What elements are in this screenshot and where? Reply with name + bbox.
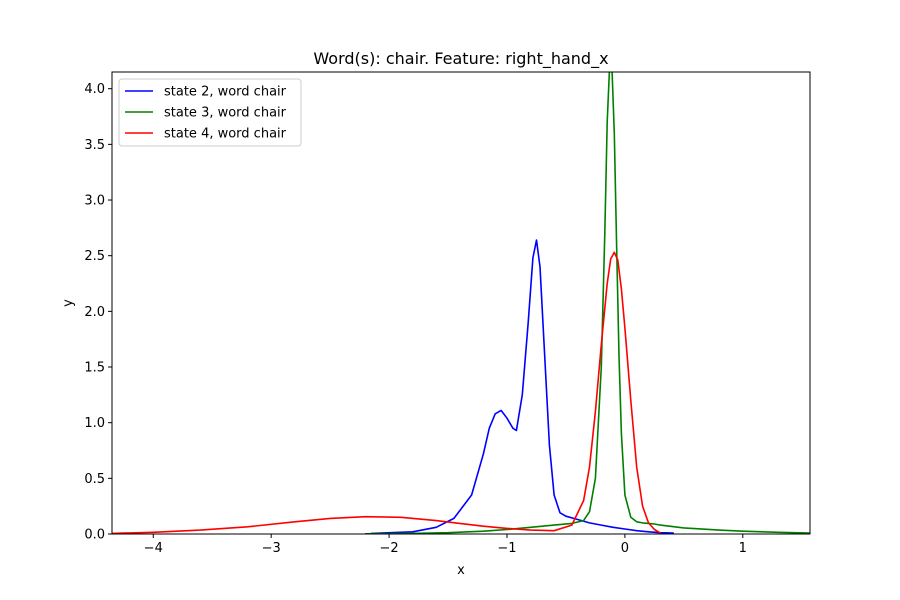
y-tick-label: 1.5: [84, 361, 105, 376]
legend-label: state 4, word chair: [164, 127, 287, 142]
y-tick-label: 3.5: [84, 138, 105, 153]
series-line: [112, 251, 662, 534]
x-tick-label: −2: [379, 541, 398, 556]
chart-title: Word(s): chair. Feature: right_hand_x: [313, 49, 608, 69]
y-tick-label: 2.5: [84, 249, 105, 264]
x-axis: −4 −3 −2 −1 0 1: [144, 534, 747, 556]
series-layer: [112, 72, 810, 534]
x-tick-label: 0: [621, 541, 629, 556]
x-tick-label: −1: [497, 541, 516, 556]
x-tick-label: −4: [144, 541, 163, 556]
legend-label: state 2, word chair: [164, 85, 287, 100]
y-axis-label: y: [61, 299, 76, 307]
y-tick-label: 3.0: [84, 194, 105, 209]
legend-box: [118, 78, 302, 147]
y-tick-label: 2.0: [84, 305, 105, 320]
x-axis-label: x: [457, 563, 465, 578]
x-tick-label: 1: [739, 541, 747, 556]
series-line: [364, 72, 810, 534]
y-tick-label: 0.5: [84, 472, 105, 487]
legend-label: state 3, word chair: [164, 106, 287, 121]
x-tick-label: −3: [262, 541, 281, 556]
y-axis: 0.0 0.5 1.0 1.5 2.0 2.5 3.0 3.5 4.0: [84, 82, 112, 543]
series-line: [370, 239, 675, 534]
plot-frame: [111, 71, 811, 535]
legend: state 2, word chair state 3, word chair st…: [118, 78, 302, 147]
y-tick-label: 1.0: [84, 416, 105, 431]
y-tick-label: 4.0: [84, 82, 105, 97]
y-tick-label: 0.0: [84, 528, 105, 543]
